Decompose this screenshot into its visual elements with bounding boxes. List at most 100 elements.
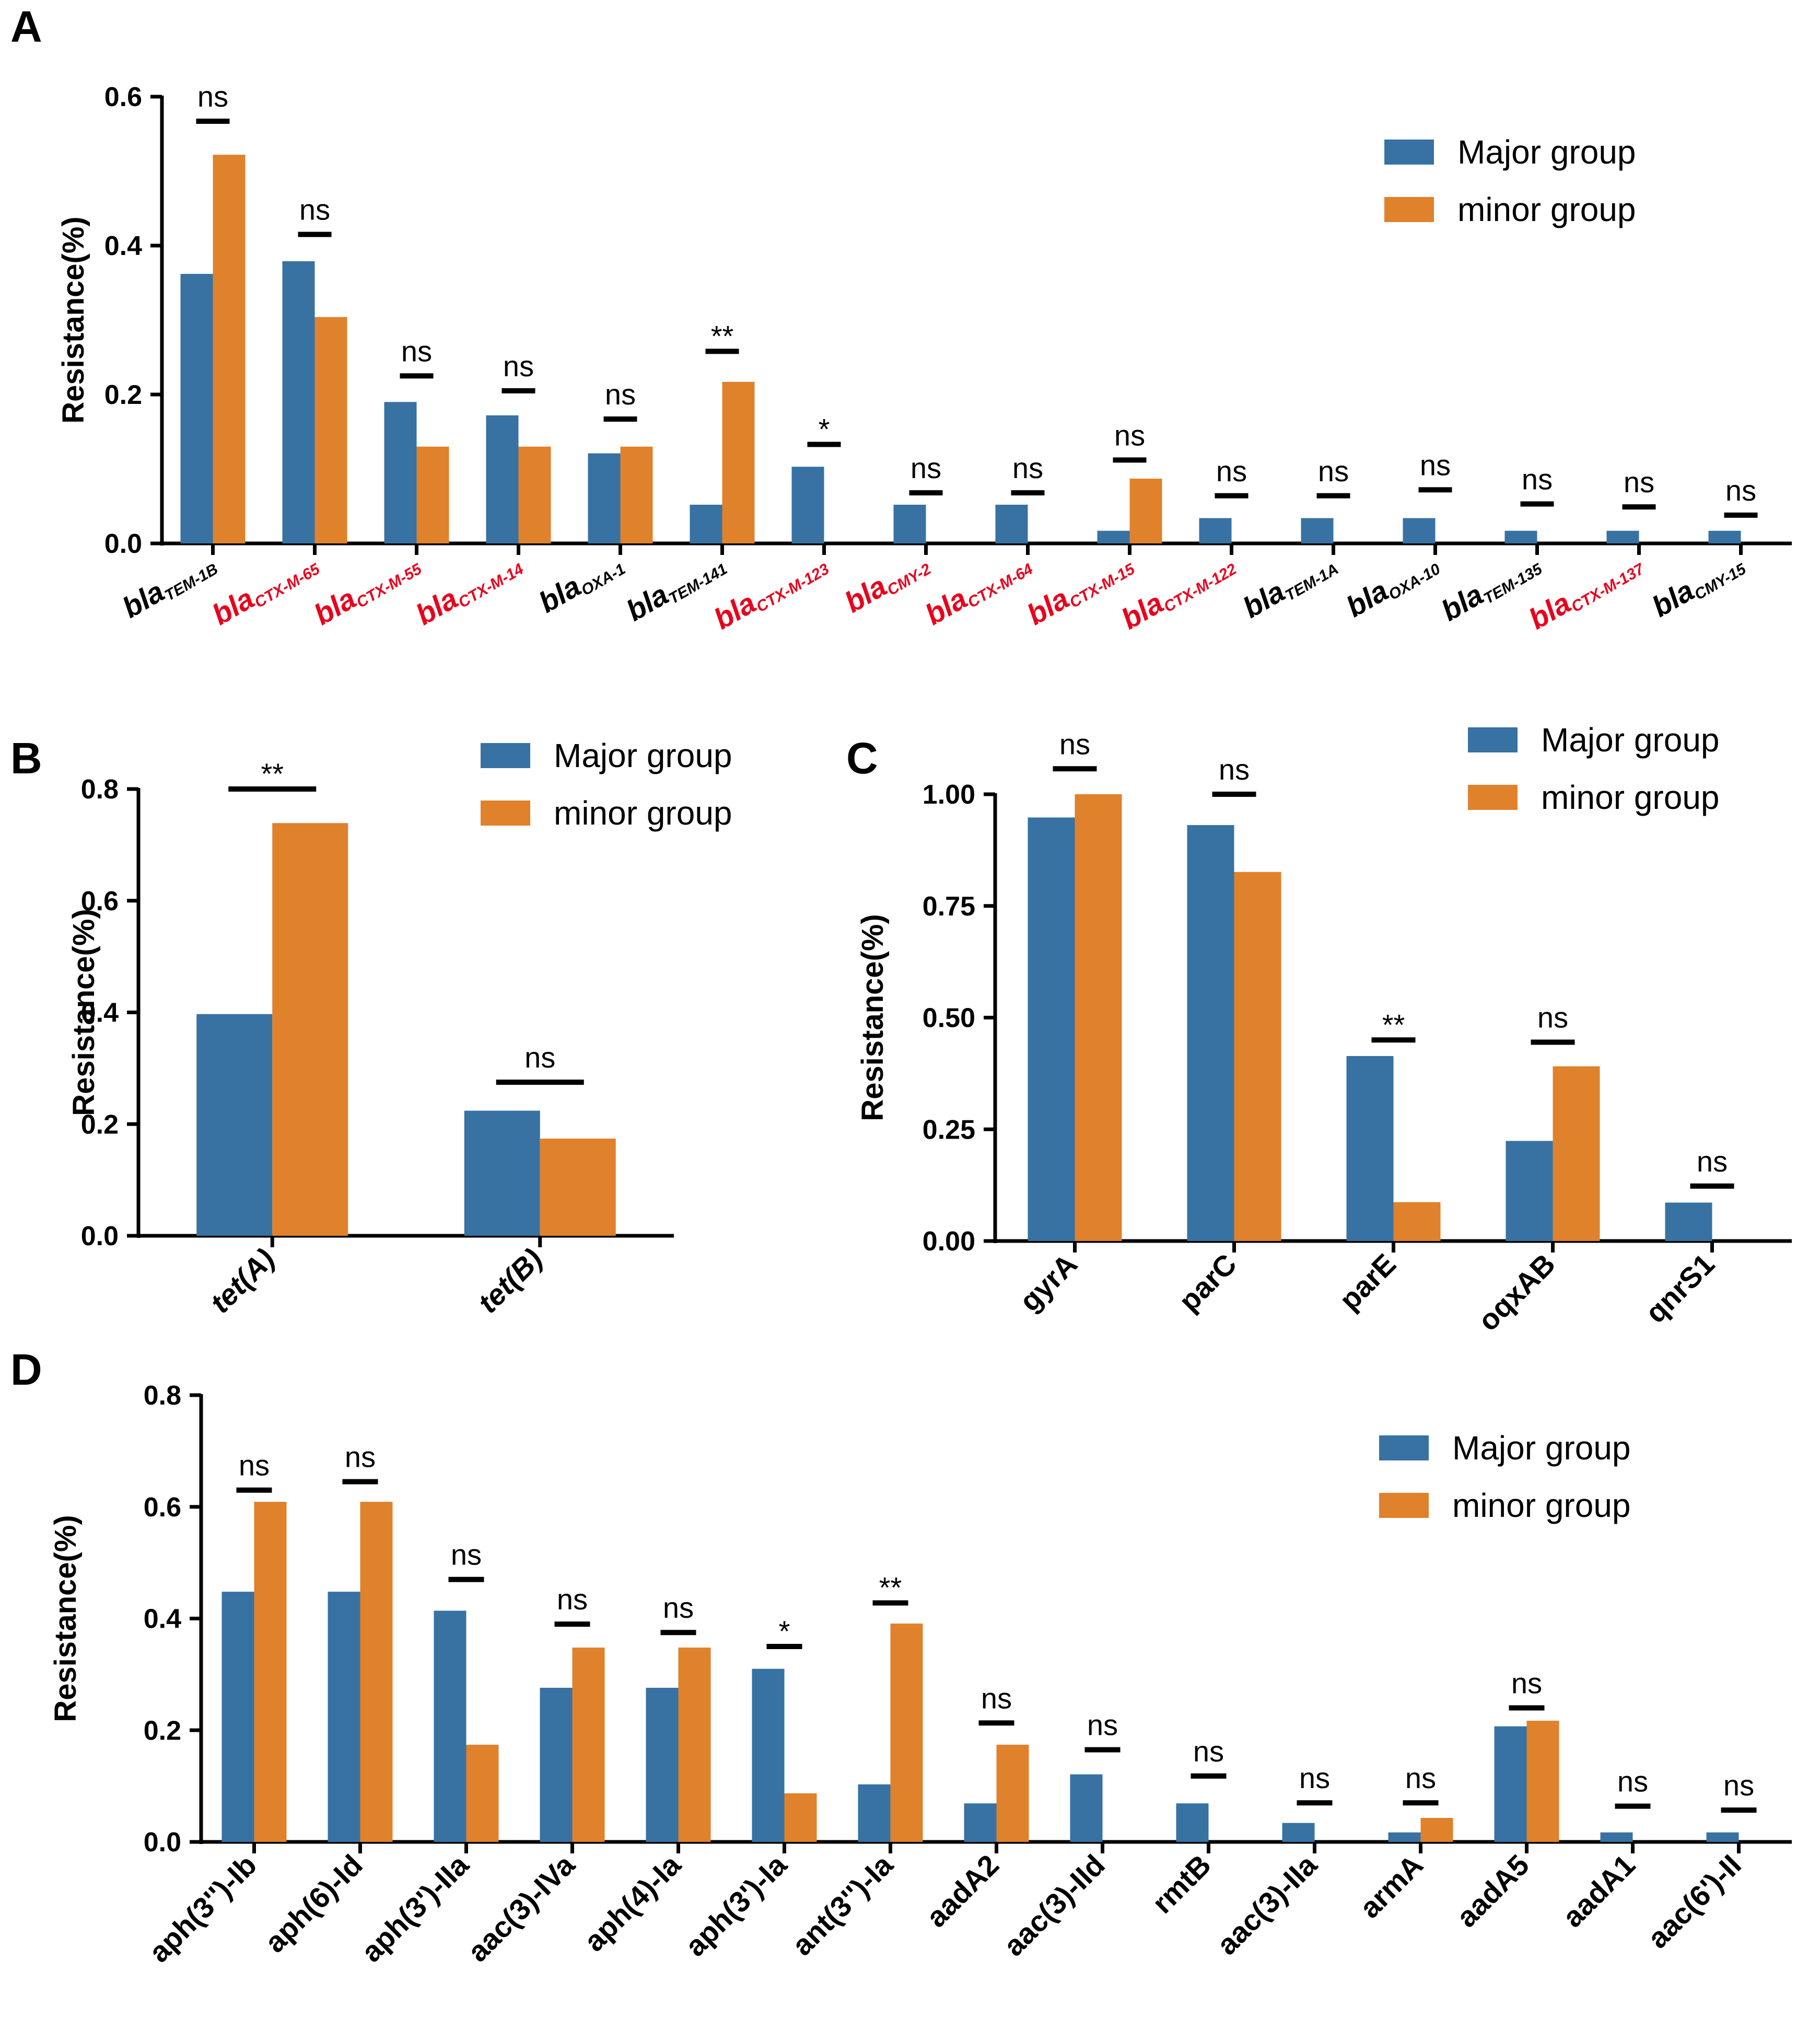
- significance-label: ns: [663, 1591, 694, 1624]
- bar-major: [964, 1803, 997, 1842]
- y-tick-label: 0.50: [923, 1003, 975, 1034]
- legend-label-major: Major group: [1541, 721, 1720, 759]
- gene-base: bla: [1436, 578, 1489, 628]
- bar-major: [1070, 1774, 1103, 1842]
- significance-label: ns: [1420, 448, 1451, 481]
- bar-minor: [572, 1648, 605, 1842]
- bar-major: [540, 1688, 573, 1842]
- legend-label-minor: minor group: [1452, 1487, 1631, 1524]
- x-tick-label: tet(A): [204, 1242, 281, 1319]
- bar-major: [1028, 817, 1075, 1241]
- y-tick-label: 0.0: [81, 1221, 119, 1251]
- significance-label: ns: [1624, 466, 1654, 498]
- bar-minor: [1553, 1066, 1600, 1241]
- x-tick-label: blaCTX-M-14: [410, 546, 527, 633]
- x-tick-label: blaCMY-15: [1647, 545, 1750, 624]
- significance-label: *: [779, 1615, 790, 1648]
- significance-label: ns: [557, 1583, 588, 1616]
- x-tick-label: tet(B): [471, 1242, 549, 1319]
- legend: Major group minor group: [1468, 721, 1720, 816]
- bar-major: [1176, 1803, 1209, 1842]
- category-group: ns blaTEM-1A: [1237, 455, 1350, 624]
- x-tick-label: blaCTX-M-15: [1021, 545, 1138, 632]
- x-tick-label: aadA5: [1450, 1848, 1535, 1933]
- gene-subscript: CTX-M-122: [1161, 560, 1240, 616]
- x-tick-label: blaCTX-M-55: [308, 545, 425, 632]
- bar-major: [1301, 518, 1334, 543]
- x-tick-label: aadA2: [920, 1848, 1005, 1933]
- bar-minor: [890, 1623, 923, 1842]
- gene-base: bla: [839, 569, 892, 619]
- legend: Major group minor group: [1384, 133, 1636, 228]
- x-tick-label: blaCMY-2: [839, 546, 934, 620]
- category-group: ns blaOXA-10: [1340, 448, 1452, 623]
- y-tick-label: 0.8: [144, 1381, 181, 1411]
- panel-A: A0.00.20.40.6Resistance(%)nsblaTEM-1Bnsb…: [10, 2, 1792, 637]
- significance-label: ns: [401, 334, 432, 367]
- bar-major: [588, 453, 621, 543]
- gene-base: bla: [533, 570, 587, 619]
- significance-label: ns: [1114, 419, 1145, 451]
- significance-label: ns: [299, 193, 330, 226]
- significance-label: ns: [911, 451, 941, 484]
- bar-major: [486, 415, 519, 543]
- gene-base: bla: [621, 578, 674, 628]
- bar-minor: [722, 381, 755, 543]
- significance-label: ns: [1216, 455, 1247, 488]
- gene-base: bla: [116, 575, 170, 624]
- gene-base: bla: [410, 582, 463, 631]
- y-tick-label: 0.2: [104, 380, 142, 410]
- y-axis-label: Resistance(%): [856, 914, 890, 1121]
- bar-minor: [1420, 1818, 1453, 1842]
- gene-base: bla: [1021, 582, 1075, 631]
- bar-minor: [213, 155, 246, 543]
- bar-major: [893, 504, 926, 543]
- significance-label: *: [819, 412, 830, 445]
- bar-minor: [1234, 872, 1281, 1241]
- bar-minor: [254, 1502, 287, 1842]
- bar-minor: [1526, 1721, 1559, 1842]
- gene-base: bla: [1237, 575, 1290, 624]
- category-group: ns aph(3'')-Ib: [142, 1449, 287, 1968]
- significance-label: ns: [503, 350, 534, 382]
- gene-subscript: CMY-2: [884, 560, 935, 599]
- x-tick-label: aac(6')-II: [1641, 1848, 1747, 1955]
- x-tick-label: aph(3')-Ia: [679, 1848, 794, 1963]
- bar-minor: [466, 1745, 499, 1842]
- bar-minor: [678, 1648, 711, 1842]
- bar-minor: [620, 446, 653, 543]
- gene-base: bla: [308, 582, 361, 631]
- legend-label-minor: minor group: [1457, 191, 1636, 228]
- y-tick-label: 0.2: [81, 1109, 119, 1140]
- panel-letter: D: [10, 1345, 42, 1394]
- category-group: ns parC: [1172, 753, 1281, 1318]
- x-tick-label: rmtB: [1146, 1848, 1217, 1920]
- significance-label: ns: [451, 1538, 482, 1571]
- legend: Major group minor group: [1379, 1429, 1631, 1524]
- legend-swatch-minor: [1468, 785, 1518, 810]
- bar-major: [328, 1592, 360, 1842]
- y-tick-label: 0.0: [104, 529, 142, 559]
- bar-major: [1282, 1823, 1315, 1842]
- bar-minor: [518, 446, 551, 543]
- bar-minor: [314, 317, 347, 543]
- x-tick-label: gyrA: [1013, 1247, 1083, 1318]
- x-tick-label: blaCTX-M-122: [1116, 546, 1240, 637]
- significance-label: **: [879, 1571, 902, 1604]
- significance-label: **: [261, 757, 284, 790]
- gene-subscript: OXA-10: [1386, 560, 1444, 604]
- y-axis-label: Resistance(%): [49, 1515, 83, 1722]
- bar-major: [464, 1110, 540, 1236]
- gene-subscript: CMY-15: [1691, 560, 1749, 604]
- category-group: ns rmtB: [1146, 1735, 1227, 1920]
- y-tick-label: 0.8: [81, 774, 119, 805]
- significance-label: ns: [197, 80, 228, 113]
- significance-label: ns: [345, 1441, 376, 1474]
- significance-label: ns: [524, 1041, 555, 1074]
- y-tick-label: 0.6: [144, 1492, 181, 1523]
- y-tick-label: 0.4: [144, 1604, 181, 1634]
- gene-base: bla: [708, 586, 762, 635]
- significance-label: ns: [1318, 455, 1349, 488]
- bar-minor: [272, 823, 348, 1236]
- bar-minor: [1129, 479, 1162, 543]
